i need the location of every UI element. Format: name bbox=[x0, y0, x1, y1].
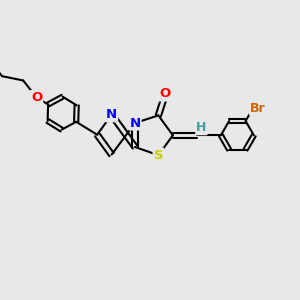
Text: O: O bbox=[31, 91, 42, 104]
Text: Br: Br bbox=[250, 101, 266, 115]
Text: S: S bbox=[154, 149, 163, 162]
Text: H: H bbox=[196, 121, 206, 134]
Text: O: O bbox=[160, 88, 171, 100]
Text: N: N bbox=[129, 116, 141, 130]
Text: N: N bbox=[106, 108, 117, 121]
